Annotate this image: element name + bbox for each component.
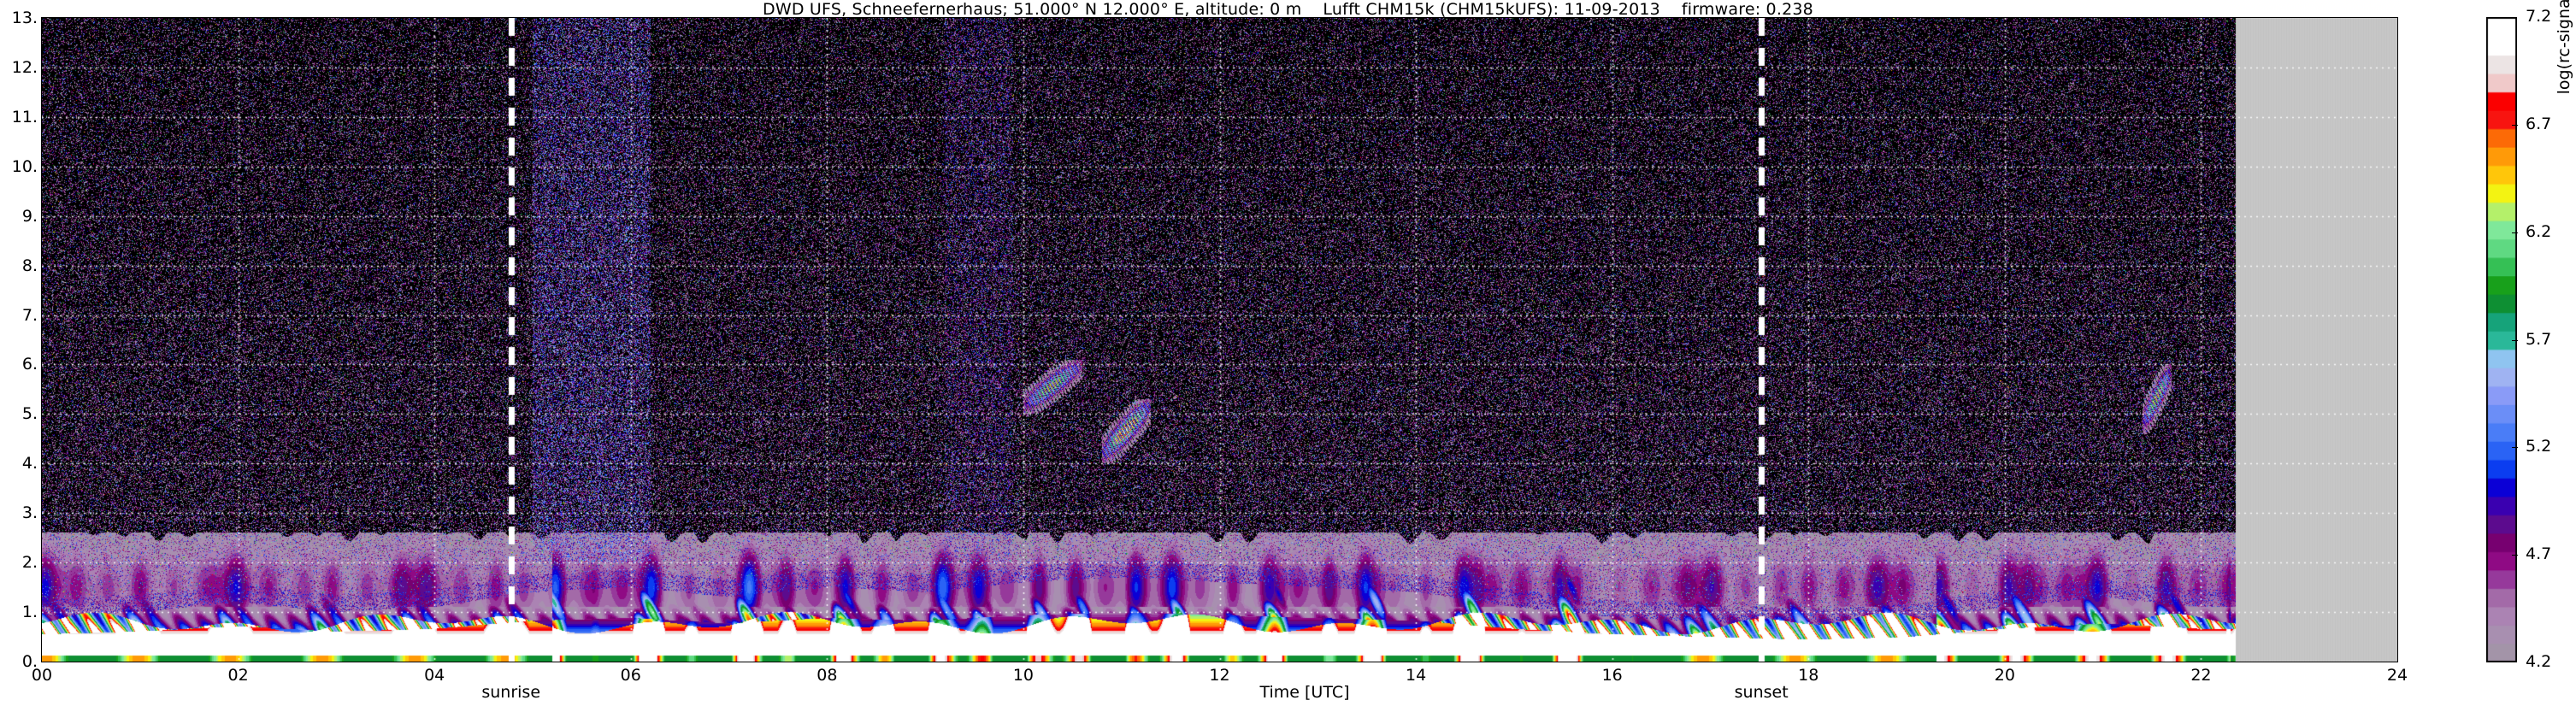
colorbar-tick-label: 6.2 [2526, 221, 2552, 241]
x-tick-label: 24 [2386, 666, 2408, 685]
y-tick-label: 6. [21, 355, 38, 374]
page-title: DWD UFS, Schneefernerhaus; 51.000° N 12.… [763, 0, 1813, 19]
y-tick-label: 1. [21, 603, 38, 622]
x-tick-label: 20 [1994, 666, 2015, 685]
colorbar-tick-label: 5.7 [2526, 329, 2552, 349]
colorbar-tick-label: 4.2 [2526, 652, 2552, 671]
y-tick-label: 5. [21, 404, 38, 424]
y-tick-label: 7. [21, 305, 38, 325]
colorbar-tick-mark [2512, 232, 2518, 233]
y-tick-label: 0. [21, 652, 38, 671]
colorbar-tick-label: 5.2 [2526, 437, 2552, 456]
x-tick-label: 08 [816, 666, 838, 685]
colorbar-tick-label: 6.7 [2526, 114, 2552, 133]
x-tick-label: 02 [227, 666, 249, 685]
event-label-sunset: sunset [1734, 683, 1789, 702]
x-tick-label: 00 [31, 666, 53, 685]
colorbar-tick-mark [2512, 125, 2518, 126]
y-tick-label: 3. [21, 503, 38, 523]
y-tick-label: 10. [11, 156, 38, 176]
colorbar-tick-label: 7.2 [2526, 7, 2552, 26]
y-tick-label: 9. [21, 206, 38, 226]
x-tick-label: 10 [1012, 666, 1034, 685]
y-tick-label: 2. [21, 553, 38, 573]
y-tick-label: 12. [11, 57, 38, 77]
x-tick-label: 16 [1601, 666, 1623, 685]
x-tick-label: 22 [2190, 666, 2212, 685]
colorbar-label: log(rc-signal) @ 1064 nm [2555, 0, 2573, 171]
x-tick-label: 06 [620, 666, 641, 685]
x-tick-label: 04 [424, 666, 445, 685]
colorbar-tick-label: 4.7 [2526, 544, 2552, 564]
x-tick-label: 12 [1209, 666, 1230, 685]
y-tick-label: 8. [21, 256, 38, 275]
x-axis-label: Time [UTC] [1259, 683, 1350, 702]
colorbar-tick-mark [2512, 555, 2518, 556]
y-tick-label: 11. [11, 107, 38, 126]
x-tick-label: 18 [1798, 666, 1819, 685]
event-label-sunrise: sunrise [481, 683, 541, 702]
y-tick-label: 13. [11, 9, 38, 27]
x-tick-label: 14 [1405, 666, 1427, 685]
colorbar-tick-mark [2512, 340, 2518, 341]
y-tick-label: 4. [21, 454, 38, 474]
colorbar-tick-mark [2512, 447, 2518, 448]
